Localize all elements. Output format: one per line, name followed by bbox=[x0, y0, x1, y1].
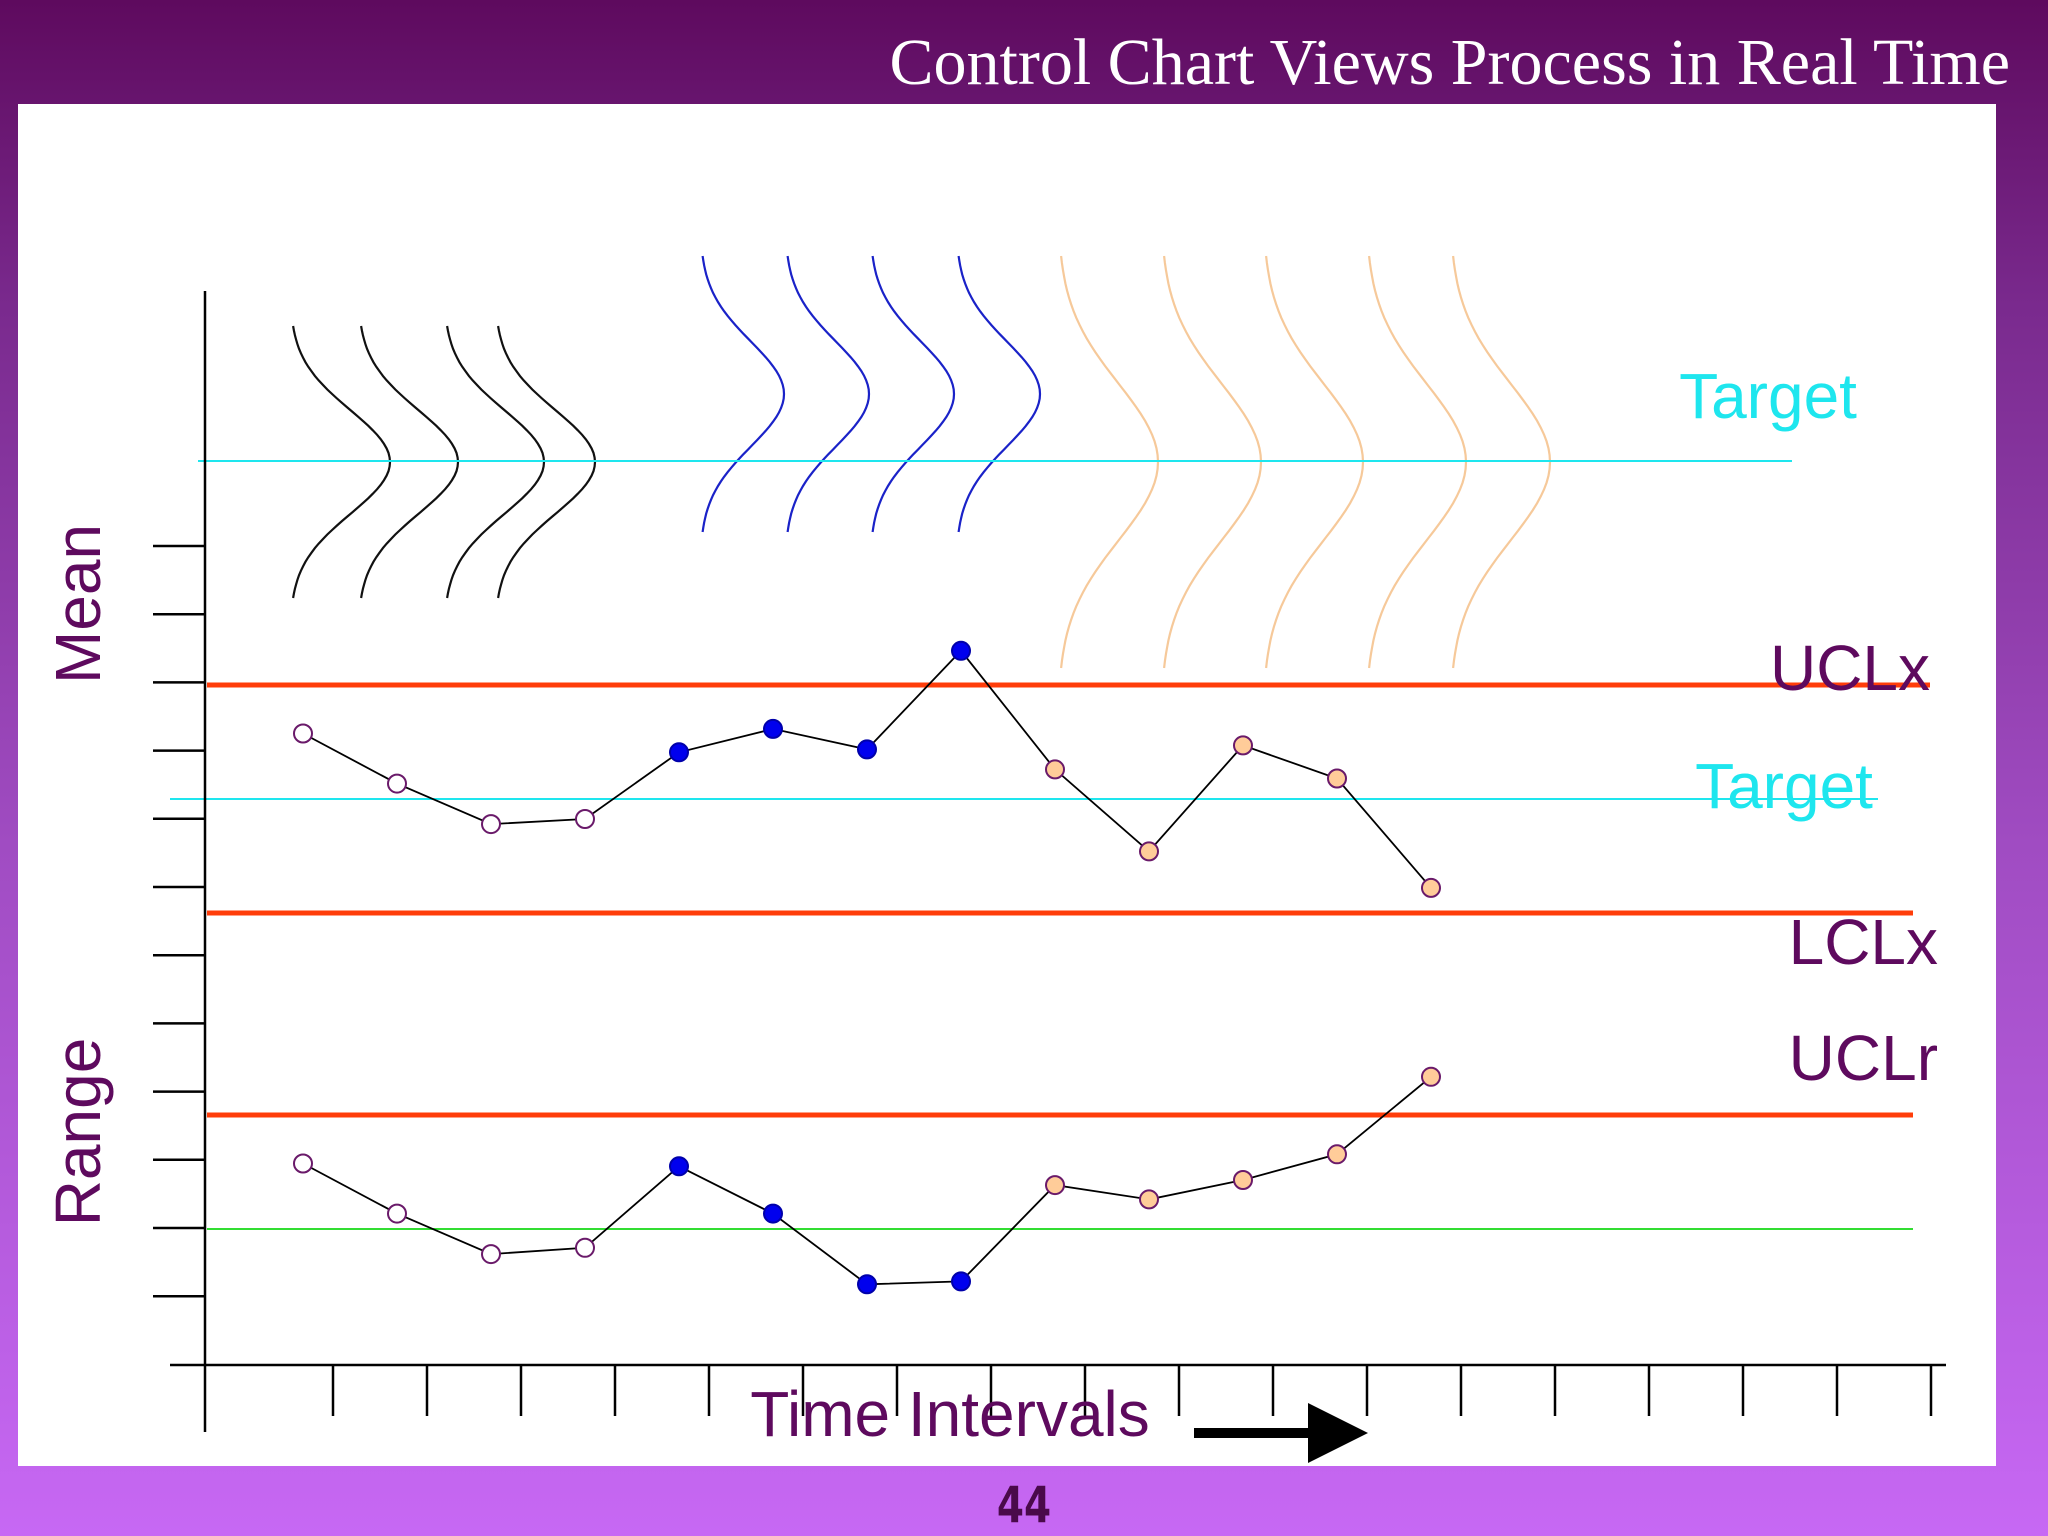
target-label-distribution: Target bbox=[1679, 360, 1857, 432]
mean-point bbox=[1139, 841, 1159, 862]
range-point bbox=[951, 1271, 971, 1292]
mean-point bbox=[1233, 735, 1253, 756]
range-point bbox=[857, 1274, 877, 1295]
mean-point bbox=[1045, 759, 1065, 780]
mean-point bbox=[951, 640, 971, 661]
distribution-curve-phase-2 bbox=[957, 255, 1042, 533]
distribution-curve-phase-2 bbox=[871, 255, 956, 533]
mean-point bbox=[575, 809, 595, 829]
range-axis-label: Range bbox=[42, 1038, 114, 1227]
label-uclx: UCLx bbox=[1770, 632, 1930, 704]
range-point bbox=[1233, 1170, 1253, 1190]
mean-point bbox=[293, 723, 313, 744]
range-series-line bbox=[302, 1076, 1432, 1286]
chart-labels: Target UCLx Target LCLx UCLr Mean Range … bbox=[42, 360, 1938, 1463]
mean-axis-label: Mean bbox=[42, 524, 114, 684]
range-point bbox=[763, 1203, 783, 1224]
distribution-curve-phase-2 bbox=[786, 255, 871, 533]
mean-point bbox=[1421, 877, 1441, 898]
range-point bbox=[1421, 1066, 1441, 1087]
data-series bbox=[293, 640, 1441, 1295]
chart-panel: Target UCLx Target LCLx UCLr Mean Range … bbox=[18, 104, 1996, 1466]
mean-point bbox=[763, 718, 783, 739]
range-point bbox=[1327, 1144, 1347, 1165]
control-chart: Target UCLx Target LCLx UCLr Mean Range … bbox=[42, 255, 1946, 1463]
range-point bbox=[481, 1244, 501, 1265]
range-point bbox=[575, 1237, 595, 1258]
range-point bbox=[293, 1153, 313, 1174]
range-point bbox=[387, 1203, 407, 1224]
range-point bbox=[1045, 1175, 1065, 1196]
mean-point bbox=[669, 742, 689, 763]
mean-point bbox=[387, 773, 407, 794]
reference-lines bbox=[170, 460, 1930, 1230]
slide-title: Control Chart Views Process in Real Time bbox=[889, 26, 2011, 99]
target-label-mean: Target bbox=[1695, 750, 1873, 822]
x-axis-label: Time Intervals bbox=[750, 1378, 1150, 1450]
range-point bbox=[1139, 1189, 1159, 1210]
label-uclr: UCLr bbox=[1789, 1022, 1938, 1094]
mean-point bbox=[1327, 768, 1347, 789]
mean-point bbox=[857, 739, 877, 760]
axes bbox=[153, 291, 1946, 1432]
page-number: 44 bbox=[996, 1476, 1052, 1534]
mean-point bbox=[481, 814, 501, 835]
range-point bbox=[669, 1156, 689, 1177]
label-lclx: LCLx bbox=[1789, 906, 1938, 978]
distribution-curve-phase-2 bbox=[701, 255, 786, 533]
